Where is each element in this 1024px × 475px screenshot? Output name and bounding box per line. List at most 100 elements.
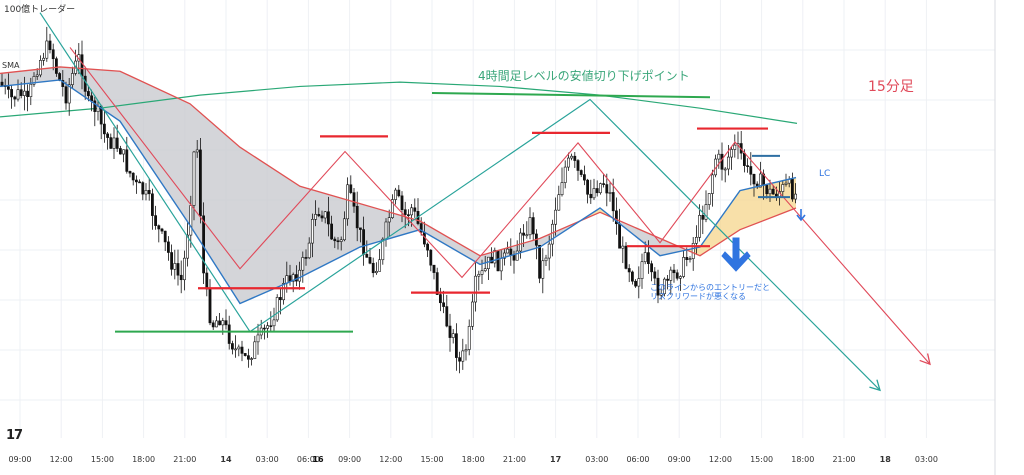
cloud-segment <box>480 254 484 265</box>
cloud-segment <box>64 67 68 86</box>
candle-body <box>298 269 302 282</box>
candle-body <box>442 302 446 307</box>
candle-body <box>752 173 756 185</box>
cloud-segment <box>304 187 308 276</box>
cloud-segment <box>8 72 12 86</box>
candle-body <box>330 223 334 240</box>
candle-body <box>560 182 564 196</box>
candle-body <box>106 133 110 138</box>
candle-body <box>563 166 567 183</box>
candle-body <box>326 211 330 225</box>
candle-body <box>10 89 14 98</box>
cloud-segment <box>44 68 48 82</box>
time-tick-label: 03:00 <box>585 455 608 464</box>
cloud-segment <box>752 186 756 226</box>
candle-body <box>314 214 318 220</box>
cloud-segment <box>284 175 288 285</box>
candlesticks <box>0 26 798 374</box>
candle-body <box>698 215 702 238</box>
brand-label: 100億トレーダー <box>4 5 76 15</box>
candle-body <box>266 325 270 329</box>
candle-body <box>0 81 4 86</box>
cloud-segment <box>104 70 108 113</box>
cloud-segment <box>376 208 380 243</box>
time-tick-label: 17 <box>550 455 561 464</box>
candle-body <box>22 90 26 96</box>
candle-body <box>355 205 359 229</box>
cloud-segment <box>724 207 728 241</box>
time-tick-label: 15:00 <box>91 455 114 464</box>
time-tick-label: 21:00 <box>173 455 196 464</box>
candle-body <box>550 223 554 245</box>
candle-body <box>147 190 151 195</box>
candle-body <box>346 184 350 220</box>
cloud-segment <box>280 173 284 287</box>
candle-body <box>211 322 215 328</box>
candle-body <box>16 89 20 100</box>
candle-body <box>582 174 586 181</box>
cloud-segment <box>372 207 376 244</box>
candle-body <box>432 264 436 273</box>
timeframe-label: 15分足 <box>868 79 914 95</box>
candle-body <box>454 333 458 358</box>
cloud-segment <box>700 241 704 256</box>
cloud-segment <box>424 223 428 235</box>
cloud-segment <box>736 190 740 233</box>
candle-body <box>374 271 378 274</box>
candle-body <box>71 73 74 85</box>
cloud-segment <box>756 185 760 224</box>
candle-body <box>29 83 33 97</box>
candle-body <box>589 193 593 199</box>
candle-body <box>103 123 106 135</box>
candle-body <box>451 333 455 338</box>
cloud-segment <box>136 78 140 151</box>
candle-body <box>438 294 442 304</box>
candle-body <box>624 245 628 269</box>
time-tick-label: 12:00 <box>709 455 732 464</box>
time-tick-label: 21:00 <box>503 455 526 464</box>
candle-body <box>160 228 164 232</box>
level-note-label: 4時間足レベルの安値切り下げポイント <box>478 68 690 83</box>
candle-body <box>262 327 266 330</box>
cloud-segment <box>96 69 100 108</box>
candle-body <box>339 239 343 242</box>
candle-body <box>227 324 231 344</box>
candle-body <box>109 137 113 149</box>
cloud-segment <box>696 247 700 256</box>
cloud-segment <box>368 205 372 245</box>
candle-body <box>586 179 590 195</box>
candle-body <box>525 234 529 237</box>
candle-body <box>637 278 641 287</box>
candle-body <box>694 236 698 244</box>
candle-body <box>784 182 788 185</box>
candle-body <box>19 89 23 96</box>
cloud-segment <box>452 239 456 251</box>
candle-body <box>541 260 545 279</box>
cloud-segment <box>784 179 788 213</box>
candle-body <box>531 217 535 235</box>
time-tick-label: 18 <box>880 455 892 464</box>
cloud-segment <box>448 237 452 249</box>
cloud-segment <box>628 224 632 234</box>
cloud-segment <box>720 213 724 243</box>
cloud-segment <box>464 246 468 258</box>
candle-body <box>605 184 609 194</box>
cloud-segment <box>156 88 160 181</box>
candle-body <box>691 243 695 259</box>
cloud-segment <box>148 84 152 169</box>
candle-body <box>650 263 654 273</box>
fast-ma-line <box>0 79 797 305</box>
candle-body <box>710 174 714 194</box>
candle-body <box>733 144 737 150</box>
candle-body <box>90 95 94 102</box>
candle-body <box>458 357 462 362</box>
candle-body <box>163 230 167 243</box>
cloud-segment <box>212 122 216 266</box>
cloud-segment <box>4 72 8 87</box>
cloud-segment <box>208 119 212 260</box>
cloud-segment <box>312 189 316 272</box>
candle-body <box>61 80 65 87</box>
candle-body <box>288 275 292 282</box>
cloud-segment <box>732 196 736 235</box>
